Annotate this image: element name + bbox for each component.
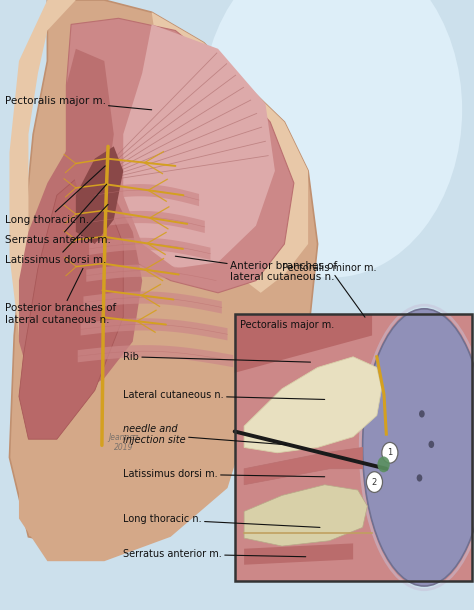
Text: 1: 1 <box>387 448 392 458</box>
Text: Long thoracic n.: Long thoracic n. <box>123 514 320 528</box>
Text: Serratus anterior m.: Serratus anterior m. <box>5 184 110 245</box>
Text: Pectoralis major m.: Pectoralis major m. <box>240 320 335 330</box>
Text: Latissimus dorsi m.: Latissimus dorsi m. <box>5 204 108 265</box>
Circle shape <box>366 472 383 492</box>
Polygon shape <box>66 49 114 214</box>
Polygon shape <box>244 448 363 485</box>
Polygon shape <box>76 146 123 244</box>
Polygon shape <box>19 171 123 439</box>
Text: Pectoralis minor m.: Pectoralis minor m. <box>282 263 376 317</box>
Polygon shape <box>235 314 372 373</box>
Text: Posterior branches of
lateral cutaneous n.: Posterior branches of lateral cutaneous … <box>5 268 116 325</box>
Circle shape <box>428 440 434 448</box>
Circle shape <box>419 410 425 417</box>
Polygon shape <box>9 0 76 336</box>
Circle shape <box>377 456 390 472</box>
Polygon shape <box>235 314 472 581</box>
Circle shape <box>382 442 398 463</box>
Text: Lateral cutaneous n.: Lateral cutaneous n. <box>123 390 325 400</box>
Polygon shape <box>244 544 353 565</box>
Ellipse shape <box>201 0 462 278</box>
Text: Rib: Rib <box>123 352 310 362</box>
Text: Latissimus dorsi m.: Latissimus dorsi m. <box>123 469 325 479</box>
Text: Jeannez
2019: Jeannez 2019 <box>108 432 138 452</box>
Text: Anterior branches of
lateral cutaneous n.: Anterior branches of lateral cutaneous n… <box>175 256 337 282</box>
Text: Long thoracic n.: Long thoracic n. <box>5 166 105 224</box>
Text: Pectoralis major m.: Pectoralis major m. <box>5 96 152 110</box>
Polygon shape <box>19 378 246 561</box>
Polygon shape <box>244 357 382 453</box>
Polygon shape <box>9 0 318 549</box>
Text: needle and
injection site: needle and injection site <box>123 424 287 445</box>
Text: 2: 2 <box>372 478 377 487</box>
Polygon shape <box>244 485 367 546</box>
Ellipse shape <box>363 309 474 586</box>
Circle shape <box>417 475 422 482</box>
Polygon shape <box>123 24 275 268</box>
Polygon shape <box>19 134 142 403</box>
Polygon shape <box>66 18 294 293</box>
Polygon shape <box>152 12 308 293</box>
Text: Serratus anterior m.: Serratus anterior m. <box>123 549 306 559</box>
